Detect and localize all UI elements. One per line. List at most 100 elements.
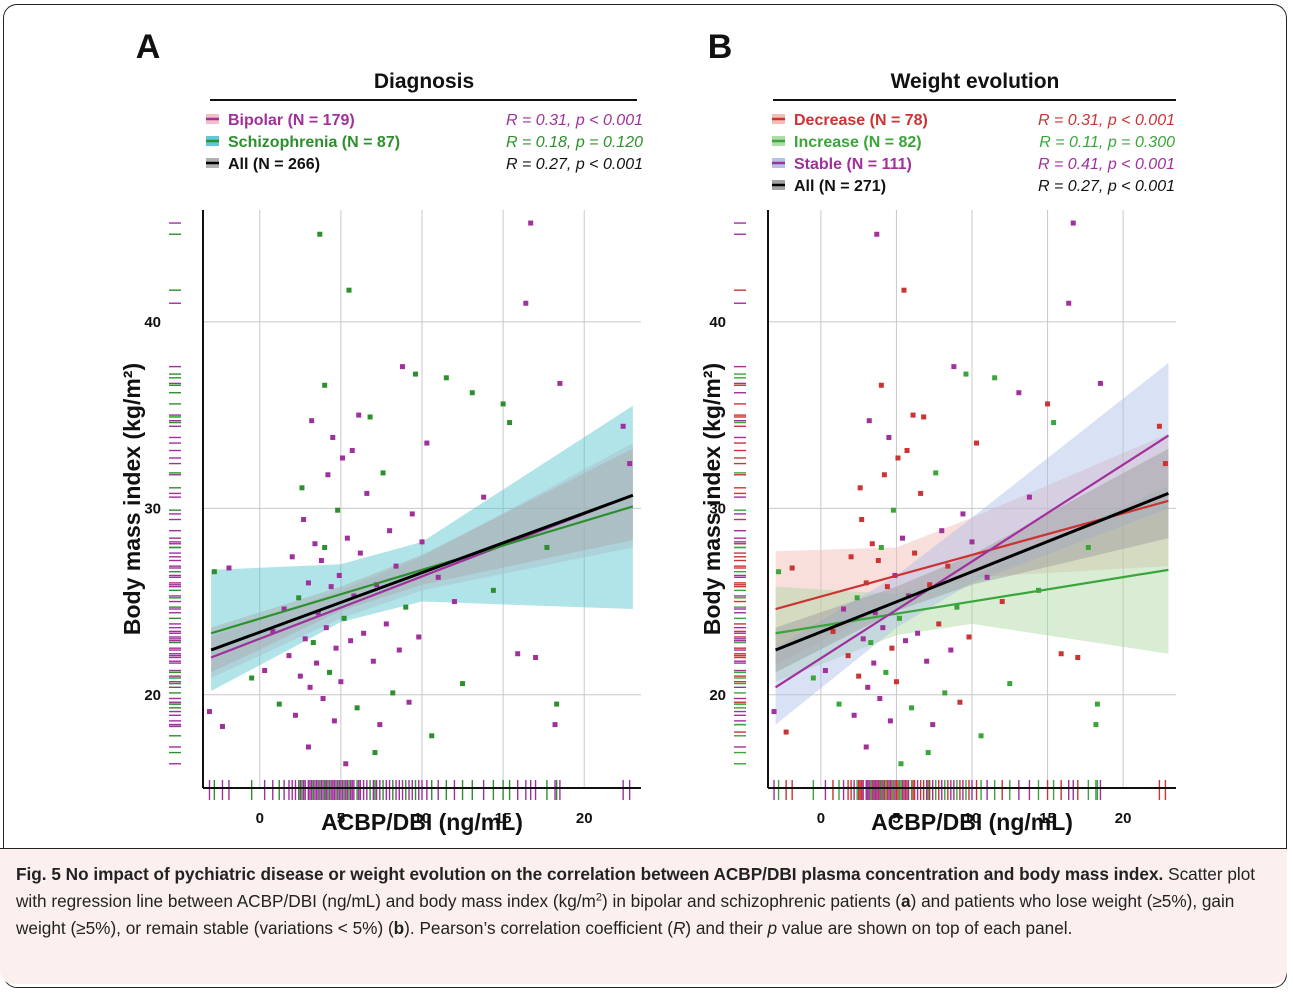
data-point (868, 640, 874, 646)
regression-line (210, 493, 634, 652)
data-point (789, 565, 795, 571)
data-point (1066, 300, 1072, 306)
data-point (874, 231, 880, 237)
data-point (351, 593, 357, 599)
scatter-points (206, 220, 633, 767)
data-point (435, 574, 441, 580)
x-tick-label: 10 (964, 810, 981, 827)
data-point (984, 574, 990, 580)
data-point (1051, 420, 1057, 426)
caption-sup: 2 (595, 891, 602, 904)
data-point (523, 300, 529, 306)
data-point (262, 668, 268, 674)
x-axis-label: ACBP/DBI (ng/mL) (871, 809, 1073, 835)
data-point (863, 580, 869, 586)
data-point (289, 554, 295, 560)
caption-r: R (672, 918, 686, 938)
caption-p: p (767, 918, 778, 938)
chart-title: Diagnosis (374, 70, 474, 93)
data-point (331, 718, 337, 724)
data-point (857, 485, 863, 491)
data-point (880, 625, 886, 631)
legend-item: Stable (N = 111) R = 0.41, p < 0.001 (772, 156, 1175, 173)
data-point (297, 673, 303, 679)
data-point (206, 709, 212, 715)
data-point (390, 690, 396, 696)
data-point (865, 684, 871, 690)
y-tick-label: 30 (144, 500, 161, 517)
legend-item: Bipolar (N = 179) R = 0.31, p < 0.001 (206, 112, 643, 129)
caption-title: Fig. 5 No impact of pychiatric disease o… (16, 864, 1164, 884)
data-point (869, 541, 875, 547)
data-point (309, 418, 315, 424)
figure-caption: Fig. 5 No impact of pychiatric disease o… (0, 848, 1287, 984)
data-point (909, 705, 915, 711)
legend-label: Bipolar (N = 179) (228, 112, 355, 129)
data-point (939, 528, 945, 534)
legend-label: Decrease (N = 78) (794, 112, 928, 129)
data-point (878, 544, 884, 550)
data-point (918, 490, 924, 496)
data-point (413, 371, 419, 377)
data-point (507, 420, 513, 426)
data-point (904, 448, 910, 454)
data-point (871, 660, 877, 666)
data-point (335, 507, 341, 513)
legend-item: All (N = 266) R = 0.27, p < 0.001 (206, 156, 643, 173)
data-point (490, 587, 496, 593)
legend-label: All (N = 266) (228, 156, 320, 173)
data-point (299, 485, 305, 491)
data-point (370, 658, 376, 664)
data-point (333, 645, 339, 651)
caption-a: a (901, 891, 911, 911)
data-point (771, 709, 777, 715)
data-point (286, 653, 292, 659)
data-point (915, 630, 921, 636)
data-point (515, 651, 521, 657)
data-point (890, 507, 896, 513)
data-point (1097, 380, 1103, 386)
y-tick-label: 40 (709, 314, 726, 331)
data-point (344, 535, 350, 541)
data-point (372, 750, 378, 756)
data-point (380, 470, 386, 476)
data-point (836, 701, 842, 707)
regression-line (774, 434, 1170, 689)
data-point (310, 640, 316, 646)
data-point (1007, 681, 1013, 687)
data-point (346, 287, 352, 293)
legend-label: Schizophrenia (N = 87) (228, 134, 400, 151)
figure-canvas: A Diagnosis Bipolar (N = 179) R = 0.31, p <… (119, 28, 1176, 835)
data-point (361, 630, 367, 636)
data-point (889, 645, 895, 651)
data-point (307, 684, 313, 690)
data-point (357, 550, 363, 556)
data-point (942, 690, 948, 696)
data-point (895, 455, 901, 461)
rug-marks (734, 222, 1167, 800)
data-point (883, 669, 889, 675)
data-point (322, 382, 328, 388)
confidence-band (211, 405, 633, 692)
data-point (966, 634, 972, 640)
caption-body5: ) and their (685, 918, 768, 938)
data-point (416, 634, 422, 640)
data-point (424, 440, 430, 446)
panel-label: A (136, 28, 161, 66)
data-point (856, 673, 862, 679)
legend-label: Increase (N = 82) (794, 134, 922, 151)
data-point (854, 595, 860, 601)
y-axis-label: Body mass index (kg/m²) (119, 363, 145, 635)
legend-item: Schizophrenia (N = 87) R = 0.18, p = 0.12… (206, 134, 643, 151)
data-point (930, 722, 936, 728)
data-point (1045, 401, 1051, 407)
data-point (921, 414, 927, 420)
confidence-band (211, 443, 633, 678)
regression-line (210, 505, 634, 635)
data-point (878, 382, 884, 388)
x-axis-label: ACBP/DBI (ng/mL) (321, 809, 523, 835)
data-point (936, 621, 942, 627)
data-point (963, 371, 969, 377)
legend-stat: R = 0.27, p < 0.001 (506, 156, 643, 173)
data-point (951, 364, 957, 370)
